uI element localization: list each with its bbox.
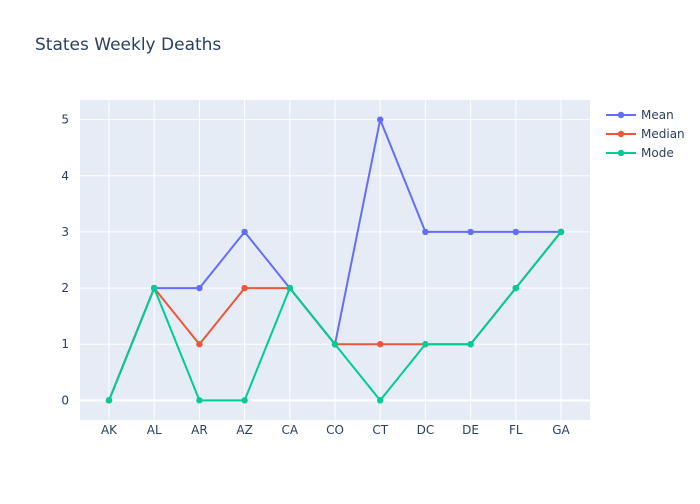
y-tick-label: 2 [61, 281, 69, 295]
data-point[interactable] [241, 284, 248, 292]
data-point[interactable] [241, 228, 248, 236]
x-tick-label: DC [417, 423, 435, 437]
x-tick-label: FL [509, 423, 523, 437]
data-point[interactable] [196, 284, 203, 292]
data-point[interactable] [377, 116, 384, 123]
data-point[interactable] [512, 228, 519, 236]
legend-item-median[interactable]: Median [606, 127, 685, 141]
data-point[interactable] [422, 228, 429, 236]
legend[interactable]: Mean Median Mode [606, 108, 685, 160]
series-group [105, 116, 565, 404]
data-point[interactable] [105, 397, 113, 404]
y-tick-label: 0 [61, 393, 69, 407]
data-point[interactable] [241, 397, 248, 404]
y-tick-label: 1 [61, 337, 69, 351]
legend-label: Mode [641, 146, 674, 160]
x-tick-label: AL [147, 423, 162, 437]
legend-label: Mean [641, 108, 674, 122]
legend-item-mean[interactable]: Mean [606, 108, 674, 122]
x-tick-label: CT [372, 423, 388, 437]
x-tick-label: CA [282, 423, 299, 437]
data-point[interactable] [467, 341, 474, 348]
x-tick-label: GA [552, 423, 570, 437]
data-point[interactable] [512, 284, 519, 292]
y-tick-label: 3 [61, 225, 69, 239]
x-tick-label: DE [462, 423, 479, 437]
data-point[interactable] [377, 341, 384, 348]
x-tick-label: AR [191, 423, 208, 437]
y-tick-label: 5 [61, 113, 69, 127]
data-point[interactable] [377, 397, 384, 404]
x-tick-label: CO [326, 423, 344, 437]
legend-item-mode[interactable]: Mode [606, 146, 674, 160]
gridlines [80, 100, 590, 420]
data-point[interactable] [422, 341, 429, 348]
series-mode [105, 228, 565, 404]
data-point[interactable] [331, 341, 339, 348]
data-point[interactable] [467, 228, 474, 236]
legend-marker [617, 130, 625, 138]
data-point[interactable] [151, 284, 158, 292]
chart-title: States Weekly Deaths [35, 35, 221, 55]
x-tick-label: AZ [236, 423, 252, 437]
legend-marker [617, 111, 625, 119]
x-tick-label: AK [101, 423, 118, 437]
data-point[interactable] [196, 397, 203, 404]
data-point[interactable] [557, 228, 565, 236]
legend-label: Median [641, 127, 685, 141]
axis-labels: AK AL AR AZ CA CO CT DC DE FL GA 0 1 2 3 4 5 [61, 113, 570, 437]
data-point[interactable] [196, 341, 203, 348]
y-tick-label: 4 [61, 169, 69, 183]
data-point[interactable] [286, 284, 293, 292]
legend-marker [617, 149, 625, 157]
